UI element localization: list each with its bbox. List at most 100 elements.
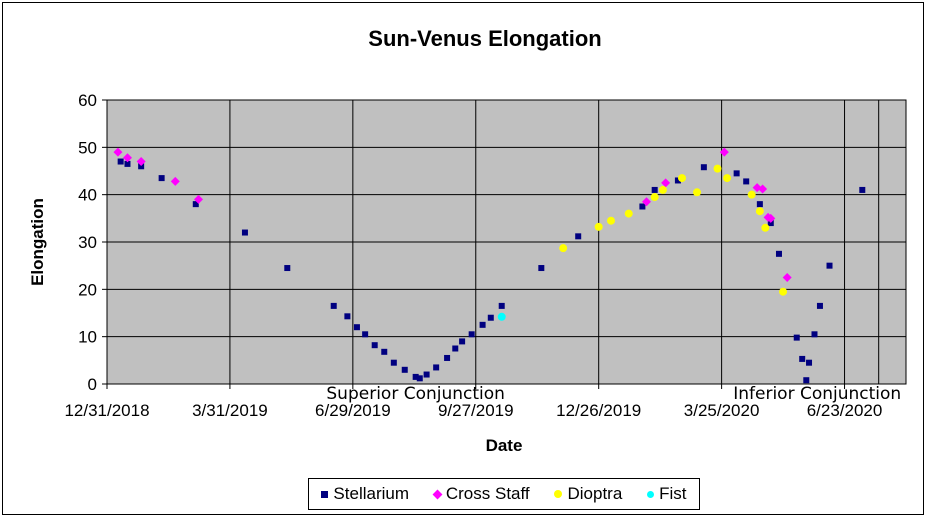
data-point-stellarium bbox=[401, 366, 408, 373]
data-point-stellarium bbox=[767, 220, 774, 227]
data-point-cross-staff bbox=[766, 213, 776, 223]
legend-label: Cross Staff bbox=[445, 484, 530, 503]
data-point-cross-staff bbox=[113, 147, 123, 157]
data-point-stellarium bbox=[743, 178, 750, 185]
data-point-stellarium bbox=[241, 229, 248, 236]
y-tick-label: 20 bbox=[78, 280, 97, 299]
annotations: Superior Conjunction Inferior Conjunction bbox=[326, 384, 901, 404]
data-point-stellarium bbox=[811, 331, 818, 338]
y-tick-label: 60 bbox=[78, 91, 97, 110]
data-point-stellarium bbox=[826, 262, 833, 269]
data-point-fist bbox=[497, 312, 506, 321]
data-point-stellarium bbox=[390, 359, 397, 366]
y-axis-ticks: 0 10 20 30 40 50 60 bbox=[78, 91, 107, 394]
data-point-dioptra bbox=[658, 185, 667, 194]
x-tick-label: 9/27/2019 bbox=[438, 401, 514, 420]
y-tick-label: 50 bbox=[78, 138, 97, 157]
data-point-cross-staff bbox=[136, 157, 146, 167]
data-point-stellarium bbox=[381, 348, 388, 355]
x-tick-label: 12/26/2019 bbox=[556, 401, 641, 420]
legend-item-stellarium: Stellarium bbox=[321, 484, 409, 504]
data-point-stellarium bbox=[538, 265, 545, 272]
data-point-stellarium bbox=[775, 250, 782, 257]
data-point-stellarium bbox=[468, 331, 475, 338]
x-tick-label: 3/25/2020 bbox=[684, 401, 760, 420]
data-point-dioptra bbox=[678, 174, 687, 183]
data-point-stellarium bbox=[452, 345, 459, 352]
data-point-dioptra bbox=[779, 287, 788, 296]
legend-label: Dioptra bbox=[567, 484, 623, 503]
data-point-cross-staff bbox=[641, 197, 651, 207]
y-tick-label: 0 bbox=[88, 375, 97, 394]
diamond-marker-icon bbox=[432, 489, 443, 499]
data-point-dioptra bbox=[624, 209, 633, 218]
y-axis-label: Elongation bbox=[28, 198, 47, 286]
data-point-dioptra bbox=[747, 190, 756, 199]
data-point-cross-staff bbox=[122, 153, 132, 163]
x-tick-label: 6/23/2020 bbox=[807, 401, 883, 420]
annotation-label: Inferior Conjunction bbox=[733, 384, 901, 404]
data-point-stellarium bbox=[799, 355, 806, 362]
y-tick-label: 10 bbox=[78, 328, 97, 347]
data-point-cross-staff bbox=[661, 178, 671, 188]
data-point-stellarium bbox=[479, 321, 486, 328]
data-point-stellarium bbox=[816, 302, 823, 309]
data-point-stellarium bbox=[674, 177, 681, 184]
legend-item-fist: Fist bbox=[647, 484, 687, 504]
legend: Stellarium Cross Staff Dioptra Fist bbox=[308, 478, 700, 510]
data-point-dioptra bbox=[693, 188, 702, 197]
x-tick-label: 12/31/2018 bbox=[64, 401, 149, 420]
data-point-dioptra bbox=[723, 174, 732, 183]
legend-item-cross-staff: Cross Staff bbox=[432, 484, 530, 504]
x-axis-ticks: 12/31/2018 3/31/2019 6/29/2019 9/27/2019 12/… bbox=[64, 384, 882, 420]
data-point-cross-staff bbox=[170, 176, 180, 186]
data-point-dioptra bbox=[594, 222, 603, 231]
circle-marker-icon bbox=[554, 490, 563, 498]
data-point-stellarium bbox=[793, 334, 800, 341]
data-point-stellarium bbox=[498, 302, 505, 309]
data-point-cross-staff bbox=[719, 147, 729, 157]
data-points bbox=[113, 147, 866, 384]
data-point-dioptra bbox=[650, 193, 659, 202]
data-point-stellarium bbox=[192, 201, 199, 208]
data-point-stellarium bbox=[756, 201, 763, 208]
data-point-stellarium bbox=[806, 359, 813, 366]
data-point-stellarium bbox=[158, 175, 165, 182]
data-point-stellarium bbox=[416, 375, 423, 382]
data-point-dioptra bbox=[713, 164, 722, 173]
annotation-label: Superior Conjunction bbox=[326, 384, 505, 404]
data-point-stellarium bbox=[651, 186, 658, 193]
data-point-stellarium bbox=[353, 324, 360, 331]
data-point-stellarium bbox=[859, 186, 866, 193]
data-point-stellarium bbox=[700, 164, 707, 171]
data-point-stellarium bbox=[362, 331, 369, 338]
data-point-stellarium bbox=[433, 364, 440, 371]
chart-title: Sun-Venus Elongation bbox=[368, 26, 602, 51]
data-point-stellarium bbox=[423, 371, 430, 378]
data-point-cross-staff bbox=[194, 194, 204, 204]
legend-item-dioptra: Dioptra bbox=[554, 484, 622, 504]
data-point-stellarium bbox=[138, 163, 145, 170]
x-tick-label: 6/29/2019 bbox=[315, 401, 391, 420]
x-tick-label: 3/31/2019 bbox=[192, 401, 268, 420]
data-point-stellarium bbox=[459, 338, 466, 345]
data-point-cross-staff bbox=[782, 273, 792, 282]
data-point-dioptra bbox=[606, 216, 615, 225]
data-point-stellarium bbox=[487, 314, 494, 321]
data-point-dioptra bbox=[755, 207, 764, 216]
data-point-stellarium bbox=[124, 160, 131, 167]
data-point-dioptra bbox=[761, 223, 770, 232]
data-point-stellarium bbox=[117, 158, 124, 165]
circle-marker-icon bbox=[647, 490, 655, 498]
x-axis-label: Date bbox=[485, 436, 523, 455]
data-point-stellarium bbox=[371, 342, 378, 349]
grid-lines bbox=[106, 99, 906, 384]
data-point-cross-staff bbox=[758, 184, 768, 194]
data-point-stellarium bbox=[639, 203, 646, 210]
data-point-stellarium bbox=[733, 170, 740, 177]
data-point-stellarium bbox=[284, 265, 291, 272]
data-point-stellarium bbox=[575, 233, 582, 240]
data-point-stellarium bbox=[330, 302, 337, 309]
data-point-stellarium bbox=[412, 373, 419, 380]
